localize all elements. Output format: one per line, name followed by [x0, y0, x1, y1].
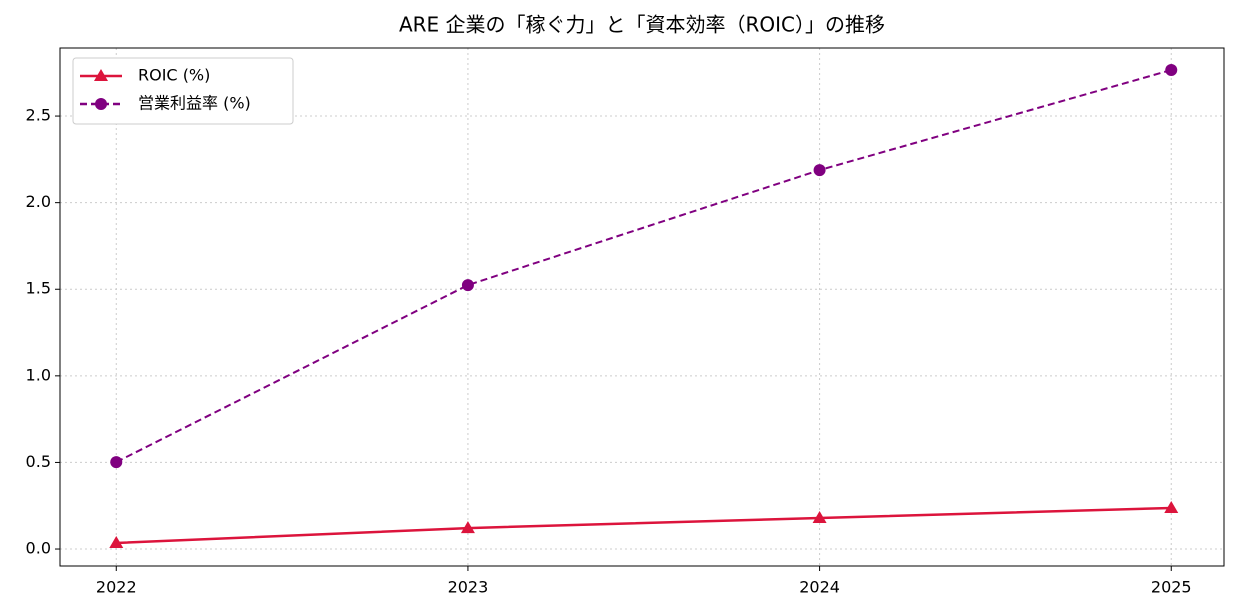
marker	[109, 535, 124, 548]
y-tick-label: 2.5	[26, 106, 51, 125]
legend-label: 営業利益率 (%)	[138, 94, 251, 113]
marker	[1165, 63, 1178, 76]
y-tick-label: 1.0	[26, 365, 51, 384]
marker	[95, 98, 107, 110]
chart-title: ARE 企業の「稼ぐ力」と「資本効率（ROIC）」の推移	[399, 13, 885, 37]
y-tick-label: 1.5	[26, 279, 51, 298]
series-line	[115, 69, 1172, 463]
legend-label: ROIC (%)	[138, 66, 210, 85]
marker	[812, 511, 827, 524]
legend-box	[72, 57, 294, 125]
marker	[460, 521, 475, 534]
x-tick-label: 2024	[799, 578, 840, 597]
x-tick-label: 2023	[448, 578, 489, 597]
plot-frame	[59, 47, 1225, 567]
marker	[1164, 500, 1179, 513]
marker	[813, 164, 826, 177]
marker	[94, 69, 108, 81]
series-line	[116, 506, 1172, 545]
y-tick-label: 0.5	[26, 452, 51, 471]
x-tick-label: 2022	[96, 578, 137, 597]
y-tick-label: 0.0	[26, 539, 51, 558]
legend: ROIC (%) 営業利益率 (%)	[72, 57, 294, 125]
marker	[110, 456, 123, 469]
marker	[461, 279, 474, 292]
x-tick-label: 2025	[1151, 578, 1192, 597]
y-tick-label: 2.0	[26, 192, 51, 211]
